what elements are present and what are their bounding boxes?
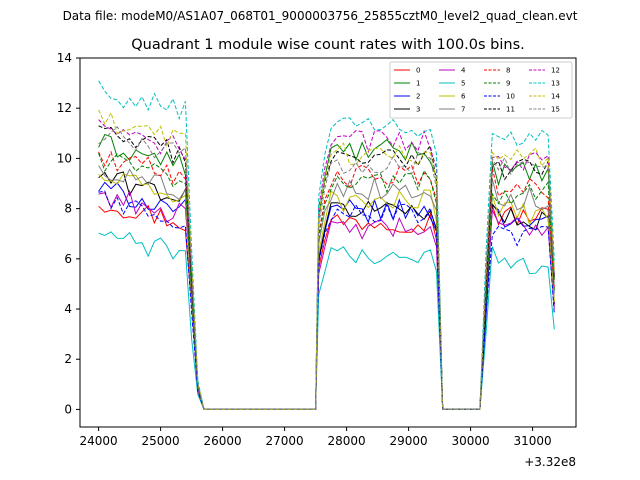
x-tick-label: 30000 bbox=[452, 434, 490, 448]
legend-label-1: 1 bbox=[416, 80, 420, 88]
x-axis: 24000 25000 26000 27000 28000 29000 30000 31000 bbox=[80, 427, 552, 448]
y-axis: 0 2 4 6 8 10 12 14 bbox=[57, 51, 80, 416]
series-line-12 bbox=[98, 119, 555, 410]
y-tick-label: 14 bbox=[57, 51, 72, 65]
legend-label-12: 12 bbox=[551, 67, 560, 75]
legend-label-2: 2 bbox=[416, 93, 420, 101]
legend-label-9: 9 bbox=[506, 80, 510, 88]
legend-label-8: 8 bbox=[506, 67, 510, 75]
legend-label-3: 3 bbox=[416, 106, 420, 114]
y-tick-label: 4 bbox=[64, 302, 72, 316]
legend-label-15: 15 bbox=[551, 106, 560, 114]
y-tick-label: 2 bbox=[64, 352, 72, 366]
series-line-14 bbox=[98, 109, 555, 410]
x-tick-label: 25000 bbox=[142, 434, 180, 448]
plot-frame bbox=[79, 57, 577, 428]
x-tick-label: 28000 bbox=[328, 434, 366, 448]
x-tick-label: 29000 bbox=[390, 434, 428, 448]
series-line-15 bbox=[98, 126, 555, 410]
y-tick-label: 8 bbox=[64, 202, 72, 216]
legend-label-10: 10 bbox=[506, 93, 515, 101]
legend-label-0: 0 bbox=[416, 67, 420, 75]
legend-label-13: 13 bbox=[551, 80, 560, 88]
x-offset-label: +3.32e8 bbox=[524, 455, 576, 469]
y-tick-label: 0 bbox=[64, 402, 72, 416]
x-tick-label: 24000 bbox=[80, 434, 118, 448]
legend-label-4: 4 bbox=[461, 67, 466, 75]
series-line-9 bbox=[98, 153, 555, 410]
legend-label-7: 7 bbox=[461, 106, 465, 114]
legend-label-11: 11 bbox=[506, 106, 515, 114]
x-tick-label: 27000 bbox=[266, 434, 304, 448]
chart-suptitle: Data file: modeM0/AS1A07_068T01_90000037… bbox=[63, 9, 578, 23]
legend-box bbox=[389, 61, 573, 119]
y-tick-label: 12 bbox=[57, 101, 72, 115]
legend-label-14: 14 bbox=[551, 93, 560, 101]
legend-label-5: 5 bbox=[461, 80, 465, 88]
x-tick-label: 31000 bbox=[514, 434, 552, 448]
x-tick-label: 26000 bbox=[204, 434, 242, 448]
series-layer bbox=[98, 80, 555, 410]
legend-label-6: 6 bbox=[461, 93, 466, 101]
chart-title: Quadrant 1 module wise count rates with … bbox=[131, 37, 525, 53]
y-tick-label: 10 bbox=[57, 151, 72, 165]
y-tick-label: 6 bbox=[64, 252, 72, 266]
series-line-13 bbox=[98, 80, 555, 410]
